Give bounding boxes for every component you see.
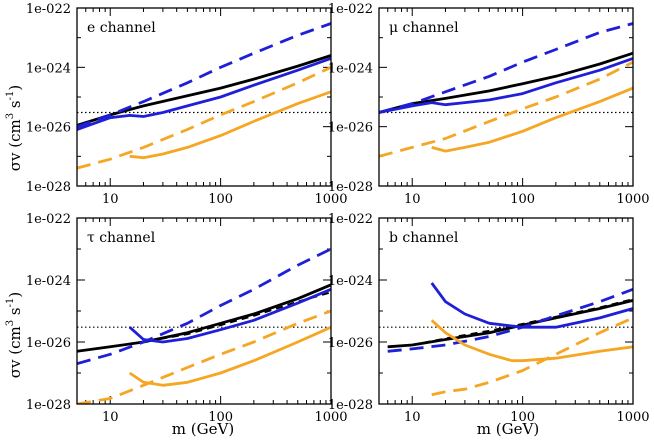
series-blue-solid [77, 57, 331, 131]
panel-title: τ channel [87, 230, 156, 246]
x-tick-label: 100 [510, 192, 535, 207]
y-tick-label: 1e-028 [26, 398, 71, 413]
x-tick-label: 10 [102, 410, 119, 425]
series-orange-solid [430, 319, 633, 363]
series-orange-solid [431, 86, 633, 153]
y-tick-label: 1e-028 [328, 398, 373, 413]
y-tick-label: 1e-022 [26, 2, 71, 17]
series-black-dashed [77, 291, 331, 353]
series-blue-solid [430, 282, 633, 329]
panel-title: e channel [87, 20, 156, 36]
panel-frame [76, 217, 332, 405]
series-black-dashed [387, 298, 633, 348]
series-blue-solid [379, 57, 633, 114]
y-tick-label: 1e-024 [26, 61, 71, 76]
y-tick-label: 1e-022 [328, 212, 373, 227]
x-tick-label: 100 [208, 410, 233, 425]
series-black-solid [387, 299, 633, 349]
y-tick-label: 1e-022 [26, 212, 71, 227]
panels: 10 100 1000 1e-022 1e-024 1e-026 1e-028 e chann… [26, 2, 650, 425]
x-axis-title-left: m (GeV) [172, 420, 234, 438]
panel-title: b channel [389, 230, 459, 246]
series-black-dashed [379, 52, 633, 114]
y-tick-label: 1e-026 [26, 336, 71, 351]
x-tick-label: 1000 [314, 410, 347, 425]
series-orange-dashed [77, 309, 331, 404]
series-black-dashed [77, 54, 331, 127]
series-orange-dashed [431, 316, 633, 397]
panel-frame [378, 7, 634, 187]
x-tick-label: 1000 [314, 192, 347, 207]
series-group [77, 22, 331, 170]
series-orange-dashed [379, 60, 633, 158]
series-orange-solid [128, 325, 331, 387]
series-blue-dashed [77, 22, 331, 129]
x-axis-title-right: m (GeV) [477, 420, 539, 438]
series-black-solid [77, 54, 331, 127]
y-tick-label: 1e-024 [328, 274, 373, 289]
series-orange-dashed [77, 66, 331, 170]
series-group [77, 247, 331, 404]
y-axis-title-top: σv (cm3 s-1) [5, 85, 24, 171]
panel-frame [76, 7, 332, 187]
x-tick-label: 1000 [616, 192, 649, 207]
x-tick-label: 1000 [616, 410, 649, 425]
series-blue-dashed [379, 22, 633, 114]
series-group [387, 282, 633, 397]
series-black-solid [77, 283, 331, 353]
x-tick-label: 100 [208, 192, 233, 207]
x-tick-label: 10 [404, 410, 421, 425]
y-tick-label: 1e-024 [26, 274, 71, 289]
y-tick-label: 1e-028 [26, 180, 71, 195]
y-tick-label: 1e-022 [328, 2, 373, 17]
series-blue-dashed [387, 287, 633, 353]
y-tick-label: 1e-026 [328, 336, 373, 351]
y-axis-title-bottom: σv (cm3 s-1) [5, 292, 24, 378]
x-tick-label: 10 [404, 192, 421, 207]
panel-title: μ channel [389, 20, 459, 36]
y-tick-label: 1e-026 [26, 121, 71, 136]
y-tick-label: 1e-026 [328, 121, 373, 136]
series-orange-solid [129, 90, 331, 160]
series-blue-dashed [77, 247, 331, 366]
x-tick-label: 100 [510, 410, 535, 425]
y-tick-label: 1e-024 [328, 61, 373, 76]
y-tick-label: 1e-028 [328, 180, 373, 195]
panel-frame [378, 217, 634, 405]
panel-3: 10 100 1000 1e-022 1e-024 1e-026 1e-028 τ chann… [26, 212, 348, 425]
panel-2: 10 100 1000 1e-022 1e-024 1e-026 1e-028 μ chann… [328, 2, 650, 207]
panel-1: 10 100 1000 1e-022 1e-024 1e-026 1e-028 e chann… [26, 2, 348, 207]
series-group [379, 22, 633, 158]
panel-4: 10 100 1000 1e-022 1e-024 1e-026 1e-028 b chann… [328, 212, 650, 425]
x-tick-label: 10 [102, 192, 119, 207]
